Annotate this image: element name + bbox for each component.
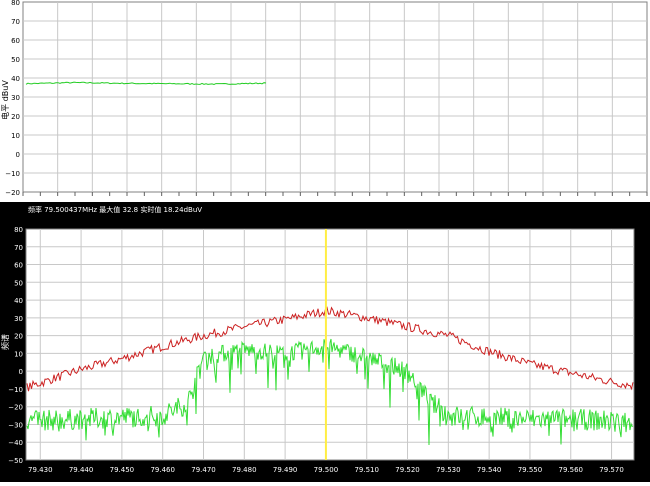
spectrum-x-tick-label: 79.460 bbox=[150, 466, 175, 474]
spectrum-x-tick-label: 79.450 bbox=[110, 466, 135, 474]
spectrum-y-tick-label: −40 bbox=[8, 439, 23, 447]
spectrum-x-tick-label: 79.430 bbox=[28, 466, 53, 474]
spectrum-x-tick-label: 79.550 bbox=[518, 466, 543, 474]
spectrum-chart: 频率 79.500437MHz 最大值 32.8 实时值 18.24dBuV 8… bbox=[0, 205, 635, 474]
spectrum-x-tick-label: 79.440 bbox=[69, 466, 94, 474]
level-y-tick-label: 40 bbox=[11, 75, 20, 83]
spectrum-x-tick-label: 79.540 bbox=[477, 466, 502, 474]
spectrum-y-tick-label: 40 bbox=[14, 297, 23, 305]
max-hold-trace bbox=[26, 306, 634, 392]
spectrum-y-tick-label: 20 bbox=[14, 333, 23, 341]
spectrum-y-tick-label: 0 bbox=[19, 368, 23, 376]
level-series-line bbox=[25, 81, 267, 86]
spectrum-y-axis-label: 频谱 bbox=[0, 334, 10, 350]
level-y-tick-label: 0 bbox=[16, 151, 20, 159]
spectrum-x-tick-label: 79.530 bbox=[436, 466, 461, 474]
spectrum-y-tick-label: 10 bbox=[14, 350, 23, 358]
spectrum-y-tick-label: 70 bbox=[14, 244, 23, 252]
spectrum-y-tick-label: −50 bbox=[8, 457, 23, 465]
level-y-tick-label: 30 bbox=[11, 94, 20, 102]
spectrum-grid bbox=[26, 229, 634, 460]
spectrum-y-tick-label: 50 bbox=[14, 279, 23, 287]
spectrum-x-tick-label: 79.510 bbox=[354, 466, 379, 474]
level-chart: 80 70 60 50 40 30 20 10 0 −10 −20 电平 dBuV bbox=[0, 0, 648, 197]
spectrum-y-tick-label: −20 bbox=[8, 404, 23, 412]
spectrum-x-ticks: 79.430 79.440 79.450 79.460 79.470 79.480 79.4… bbox=[28, 466, 624, 474]
level-y-tick-label: −10 bbox=[5, 170, 20, 178]
spectrum-x-tick-label: 79.570 bbox=[599, 466, 624, 474]
level-grid bbox=[23, 2, 647, 192]
level-y-tick-label: 70 bbox=[11, 18, 20, 26]
spectrum-y-tick-label: 60 bbox=[14, 262, 23, 270]
level-y-tick-label: 10 bbox=[11, 132, 20, 140]
spectrum-x-tick-label: 79.490 bbox=[273, 466, 298, 474]
level-y-tick-label: −20 bbox=[5, 189, 20, 197]
status-readout: 频率 79.500437MHz 最大值 32.8 实时值 18.24dBuV bbox=[28, 205, 202, 214]
level-y-tick-label: 80 bbox=[11, 0, 20, 7]
level-y-tick-label: 60 bbox=[11, 37, 20, 45]
level-y-ticks: 80 70 60 50 40 30 20 10 0 −10 −20 bbox=[5, 0, 20, 197]
spectrum-y-ticks: 80 70 60 50 40 30 20 10 0 −10 −20 −30 −40 −50 bbox=[8, 226, 23, 465]
spectrum-x-tick-label: 79.480 bbox=[232, 466, 257, 474]
level-y-axis-label: 电平 dBuV bbox=[0, 80, 10, 120]
spectrum-y-tick-label: −30 bbox=[8, 421, 23, 429]
level-y-tick-label: 20 bbox=[11, 113, 20, 121]
spectrum-y-tick-label: 80 bbox=[14, 226, 23, 234]
spectrum-y-tick-label: 30 bbox=[14, 315, 23, 323]
realtime-trace bbox=[26, 338, 634, 446]
level-y-tick-label: 50 bbox=[11, 56, 20, 64]
spectrum-x-tick-label: 79.470 bbox=[191, 466, 216, 474]
spectrum-x-tick-label: 79.520 bbox=[395, 466, 420, 474]
spectrum-chart-panel: 频率 79.500437MHz 最大值 32.8 实时值 18.24dBuV 8… bbox=[0, 202, 650, 482]
spectrum-x-tick-label: 79.560 bbox=[559, 466, 584, 474]
spectrum-y-tick-label: −10 bbox=[8, 386, 23, 394]
level-x-minor-ticks bbox=[22, 192, 648, 196]
level-chart-panel: 80 70 60 50 40 30 20 10 0 −10 −20 电平 dBuV bbox=[0, 0, 650, 202]
spectrum-x-tick-label: 79.500 bbox=[314, 466, 339, 474]
